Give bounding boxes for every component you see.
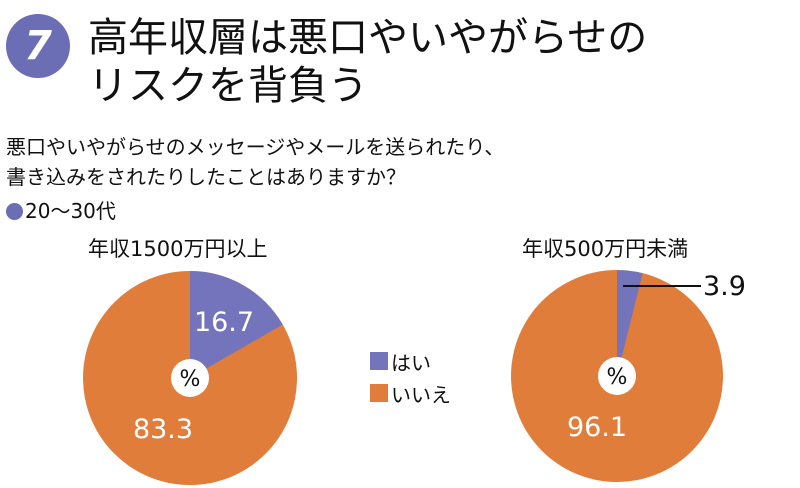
legend-swatch-yes xyxy=(370,352,388,370)
section-number-badge: 7 xyxy=(6,14,70,78)
yes-value-label: 16.7 xyxy=(194,307,254,338)
unit-label: % xyxy=(607,365,628,390)
no-value-label: 83.3 xyxy=(133,414,193,445)
title-line-2: リスクを背負う xyxy=(88,63,368,109)
right-chart-title: 年収500万円未満 xyxy=(522,237,689,261)
survey-question: 悪口やいやがらせのメッセージやメールを送られたり、 書き込みをされたりしたことは… xyxy=(6,132,504,192)
page-title: 高年収層は悪口やいやがらせの リスクを背負う xyxy=(88,14,647,110)
bullet-dot-icon xyxy=(6,202,23,220)
title-line-1: 高年収層は悪口やいやがらせの xyxy=(88,15,648,61)
yes-value-label: 3.9 xyxy=(703,271,746,302)
left-pie-chart: % 16.7 83.3 xyxy=(83,271,297,485)
legend-label-yes: はい xyxy=(391,350,431,375)
legend-swatch-no xyxy=(370,384,388,402)
legend-item-yes: はい xyxy=(370,346,451,376)
center-hole xyxy=(598,357,636,395)
legend-label-no: いいえ xyxy=(391,382,451,407)
chart-legend: はい いいえ xyxy=(370,346,451,410)
left-chart-title: 年収1500万円以上 xyxy=(88,237,268,261)
unit-label: % xyxy=(180,367,201,392)
question-line-1: 悪口やいやがらせのメッセージやメールを送られたり、 xyxy=(6,135,505,159)
center-hole xyxy=(171,359,209,397)
right-pie-chart: % 3.9 96.1 xyxy=(511,270,746,482)
question-line-2: 書き込みをされたりしたことはありますか？ xyxy=(6,165,406,189)
no-value-label: 96.1 xyxy=(567,412,627,443)
legend-item-no: いいえ xyxy=(370,378,451,408)
pie-slice-yes xyxy=(617,270,643,376)
age-group-label: 20〜30代 xyxy=(6,196,116,226)
age-group-text: 20〜30代 xyxy=(25,199,116,223)
pie-slice-yes xyxy=(190,271,283,378)
